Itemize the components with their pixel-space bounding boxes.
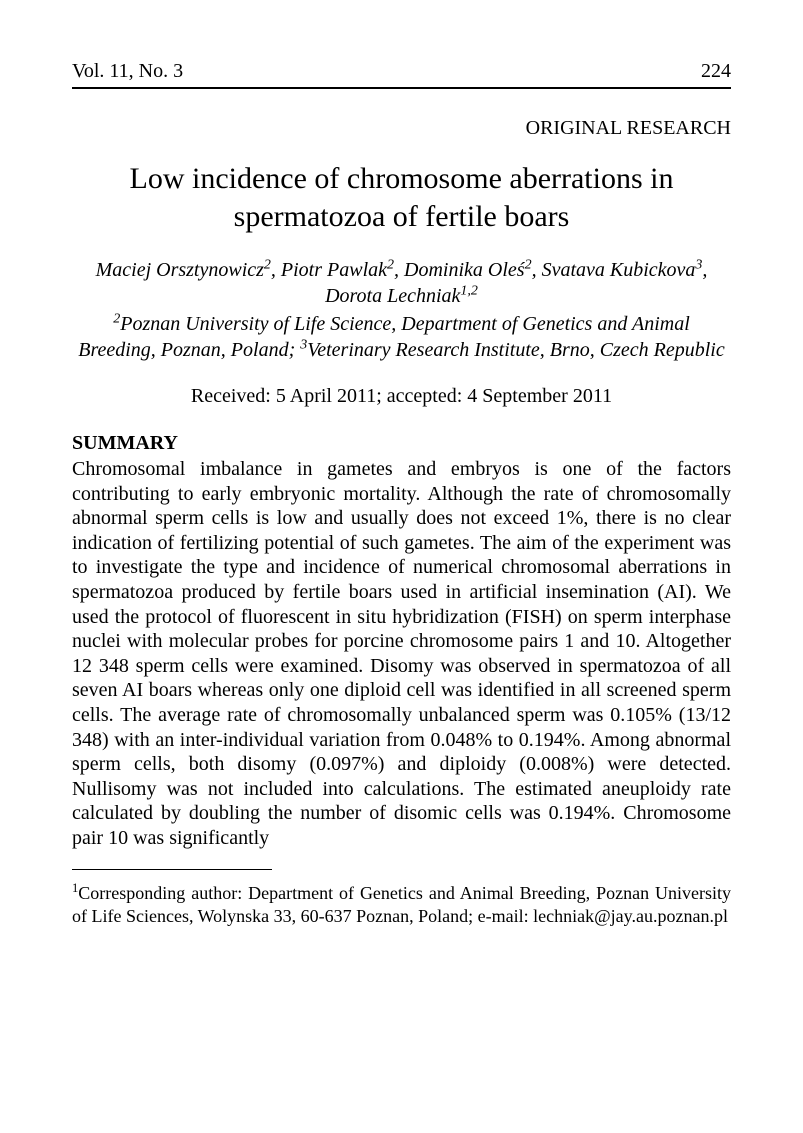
authors: Maciej Orsztynowicz2, Piotr Pawlak2, Dom… [72, 257, 731, 309]
page-header: Vol. 11, No. 3 224 [72, 60, 731, 89]
footnote-separator [72, 869, 272, 870]
received-accepted-dates: Received: 5 April 2011; accepted: 4 Sept… [72, 385, 731, 408]
affiliations: 2Poznan University of Life Science, Depa… [72, 311, 731, 363]
volume-issue: Vol. 11, No. 3 [72, 60, 183, 83]
page-number: 224 [701, 60, 731, 83]
article-type: ORIGINAL RESEARCH [72, 117, 731, 140]
summary-text: Chromosomal imbalance in gametes and emb… [72, 457, 731, 851]
corresponding-author-footnote: 1Corresponding author: Department of Gen… [72, 882, 731, 929]
summary-heading: SUMMARY [72, 432, 731, 455]
article-title: Low incidence of chromosome aberrations … [72, 160, 731, 235]
